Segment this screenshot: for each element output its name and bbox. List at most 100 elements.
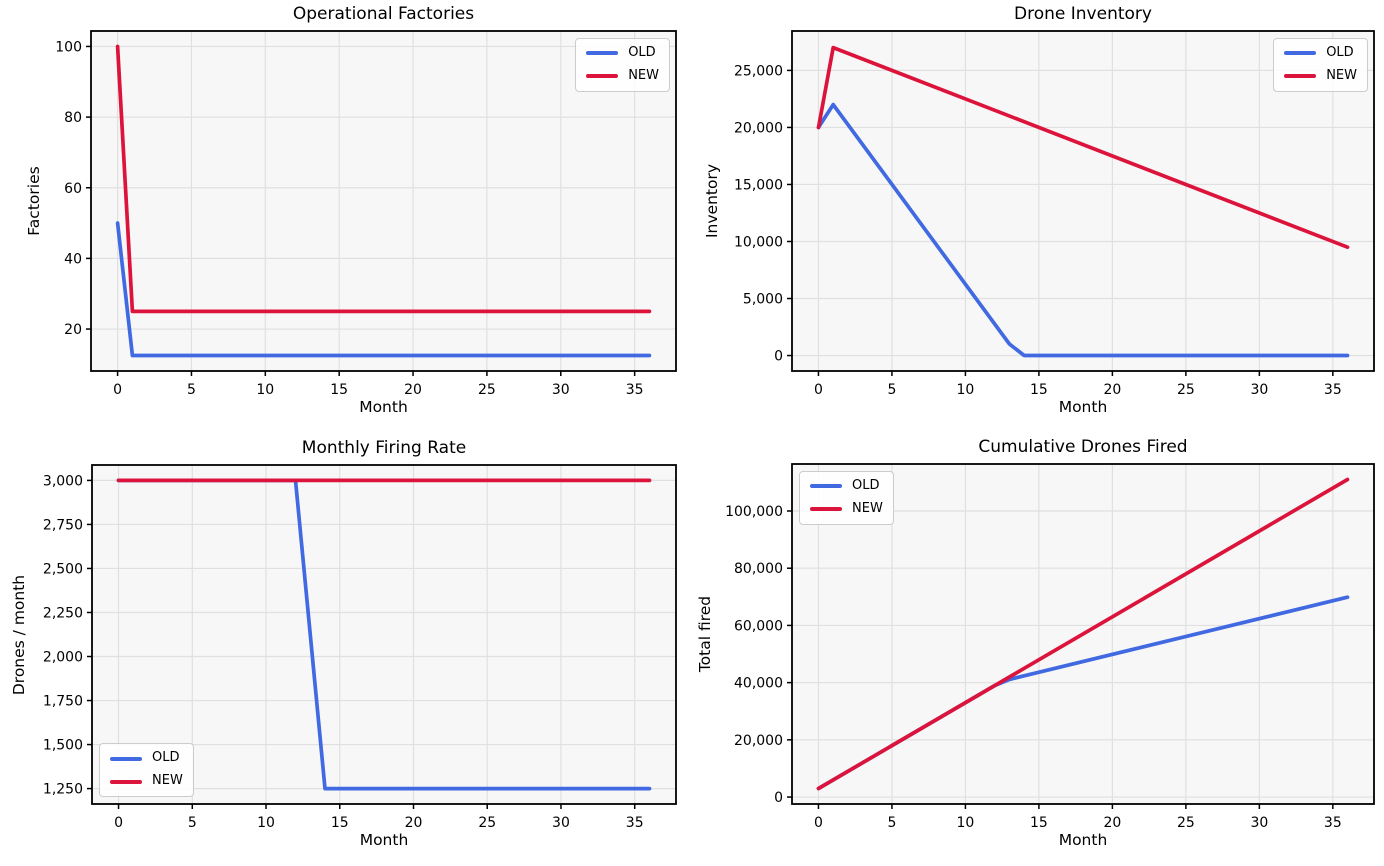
x-tick-label: 35 (1324, 382, 1342, 398)
legend-label-new: NEW (852, 500, 883, 516)
x-tick-label: 5 (887, 815, 896, 831)
series-line-new (816, 477, 1350, 791)
x-tick-label: 10 (257, 815, 275, 831)
y-tick-label: 40 (64, 251, 82, 267)
x-tick-label: 35 (1324, 815, 1342, 831)
y-tick-label: 0 (774, 790, 783, 806)
legend-entry-new: NEW (1284, 68, 1357, 85)
legend-line-swatch-old (810, 484, 842, 489)
subplot-operational-factories: Operational Factories Factories 0 5 10 15 20… (0, 0, 692, 433)
x-tick-label: 5 (187, 382, 196, 398)
legend-entry-old: OLD (110, 750, 183, 767)
y-tick-label: 20 (64, 322, 82, 338)
y-tick-label: 2,750 (43, 517, 83, 533)
x-tick-label: 25 (478, 382, 496, 398)
x-axis-label: Month (359, 831, 409, 849)
y-tick-label: 5,000 (743, 292, 783, 308)
subplot-drone-inventory: Drone Inventory Inventory 0 5 10 15 20 25 30 35… (692, 0, 1384, 433)
x-tick-label: 0 (814, 382, 823, 398)
x-tick-label: 15 (330, 382, 348, 398)
y-tick-label: 60,000 (734, 618, 783, 634)
legend-box: OLD NEW (1273, 38, 1368, 92)
y-tick-label: 1,500 (43, 738, 83, 754)
x-tick-label: 15 (331, 815, 349, 831)
x-tick-label: 30 (1250, 815, 1268, 831)
y-tick-label: 100,000 (725, 504, 783, 520)
x-tick-label: 25 (1177, 382, 1195, 398)
plot-canvas: 0 5 10 15 20 25 30 35 1,250 1,500 1,750 2,000 2,250 2… (43, 464, 677, 831)
x-tick-label: 0 (114, 815, 123, 831)
y-tick-label: 2,500 (43, 561, 83, 577)
x-tick-label: 0 (113, 382, 122, 398)
x-tick-label: 10 (256, 382, 274, 398)
series-line-old (115, 221, 652, 358)
legend-label-new: NEW (628, 67, 659, 83)
axes-spines (791, 463, 1375, 805)
legend-label-old: OLD (628, 45, 656, 60)
legend-entry-old: OLD (1284, 45, 1357, 62)
subplot-monthly-firing-rate: Monthly Firing Rate Drones / month 0 5 10 1… (0, 433, 692, 866)
legend-box: OLD NEW (99, 743, 194, 797)
x-tick-label: 25 (1177, 815, 1195, 831)
legend-line-swatch-new (1284, 74, 1317, 79)
x-tick-label: 20 (405, 815, 423, 831)
subplot-cumulative-drones-fired: Cumulative Drones Fired Total fired 0 5 10… (692, 433, 1384, 866)
y-tick-label: 1,250 (43, 782, 83, 798)
legend-entry-old: OLD (586, 45, 659, 62)
axes-spines (791, 30, 1375, 372)
y-tick-label: 80,000 (734, 561, 783, 577)
y-tick-label: 15,000 (734, 177, 783, 193)
series-line-new (115, 44, 652, 314)
x-tick-label: 35 (626, 382, 644, 398)
legend-label-old: OLD (1326, 45, 1354, 60)
x-tick-label: 20 (1103, 815, 1121, 831)
chart-title: Operational Factories (292, 4, 475, 24)
y-tick-label: 80 (64, 110, 82, 126)
y-tick-label: 1,750 (43, 694, 83, 710)
legend-entry-new: NEW (110, 773, 183, 790)
x-tick-label: 10 (957, 815, 975, 831)
legend-line-swatch-old (1284, 51, 1317, 56)
x-tick-label: 0 (814, 815, 823, 831)
y-tick-label: 2,250 (43, 605, 83, 621)
y-tick-label: 60 (64, 181, 82, 197)
legend-label-old: OLD (152, 750, 180, 766)
x-tick-label: 15 (1030, 815, 1048, 831)
axes-spines (90, 30, 677, 372)
x-tick-label: 30 (552, 815, 570, 831)
x-axis-label: Month (1058, 831, 1108, 849)
legend-box: OLD NEW (799, 471, 894, 525)
legend-label-new: NEW (152, 773, 183, 789)
y-tick-label: 2,000 (43, 650, 83, 666)
x-tick-label: 10 (957, 382, 975, 398)
legend-label-new: NEW (1326, 67, 1357, 83)
y-tick-label: 20,000 (734, 120, 783, 136)
x-tick-label: 25 (478, 815, 496, 831)
series-line-old (816, 102, 1350, 358)
x-tick-label: 30 (552, 382, 570, 398)
series-line-new (816, 45, 1350, 250)
y-tick-label: 10,000 (734, 234, 783, 250)
plot-canvas: 0 5 10 15 20 25 30 35 0 20,000 40,000 60,000 80,000 1… (725, 463, 1375, 831)
x-tick-label: 30 (1250, 382, 1268, 398)
x-tick-label: 35 (626, 815, 644, 831)
y-tick-label: 25,000 (734, 63, 783, 79)
x-tick-label: 5 (887, 382, 896, 398)
legend-entry-new: NEW (586, 68, 659, 85)
axes-spines (91, 464, 677, 805)
y-tick-label: 0 (774, 349, 783, 365)
chart-title: Drone Inventory (1014, 4, 1152, 24)
chart-title: Monthly Firing Rate (301, 438, 467, 458)
y-tick-label: 40,000 (734, 676, 783, 692)
x-tick-label: 20 (404, 382, 422, 398)
chart-title: Cumulative Drones Fired (978, 437, 1188, 457)
x-tick-label: 20 (1103, 382, 1121, 398)
y-tick-label: 20,000 (734, 733, 783, 749)
x-axis-label: Month (1058, 398, 1108, 416)
x-tick-label: 15 (1030, 382, 1048, 398)
y-tick-label: 100 (55, 39, 82, 55)
legend-entry-old: OLD (810, 478, 883, 495)
legend-label-old: OLD (852, 478, 880, 493)
x-tick-label: 5 (188, 815, 197, 831)
